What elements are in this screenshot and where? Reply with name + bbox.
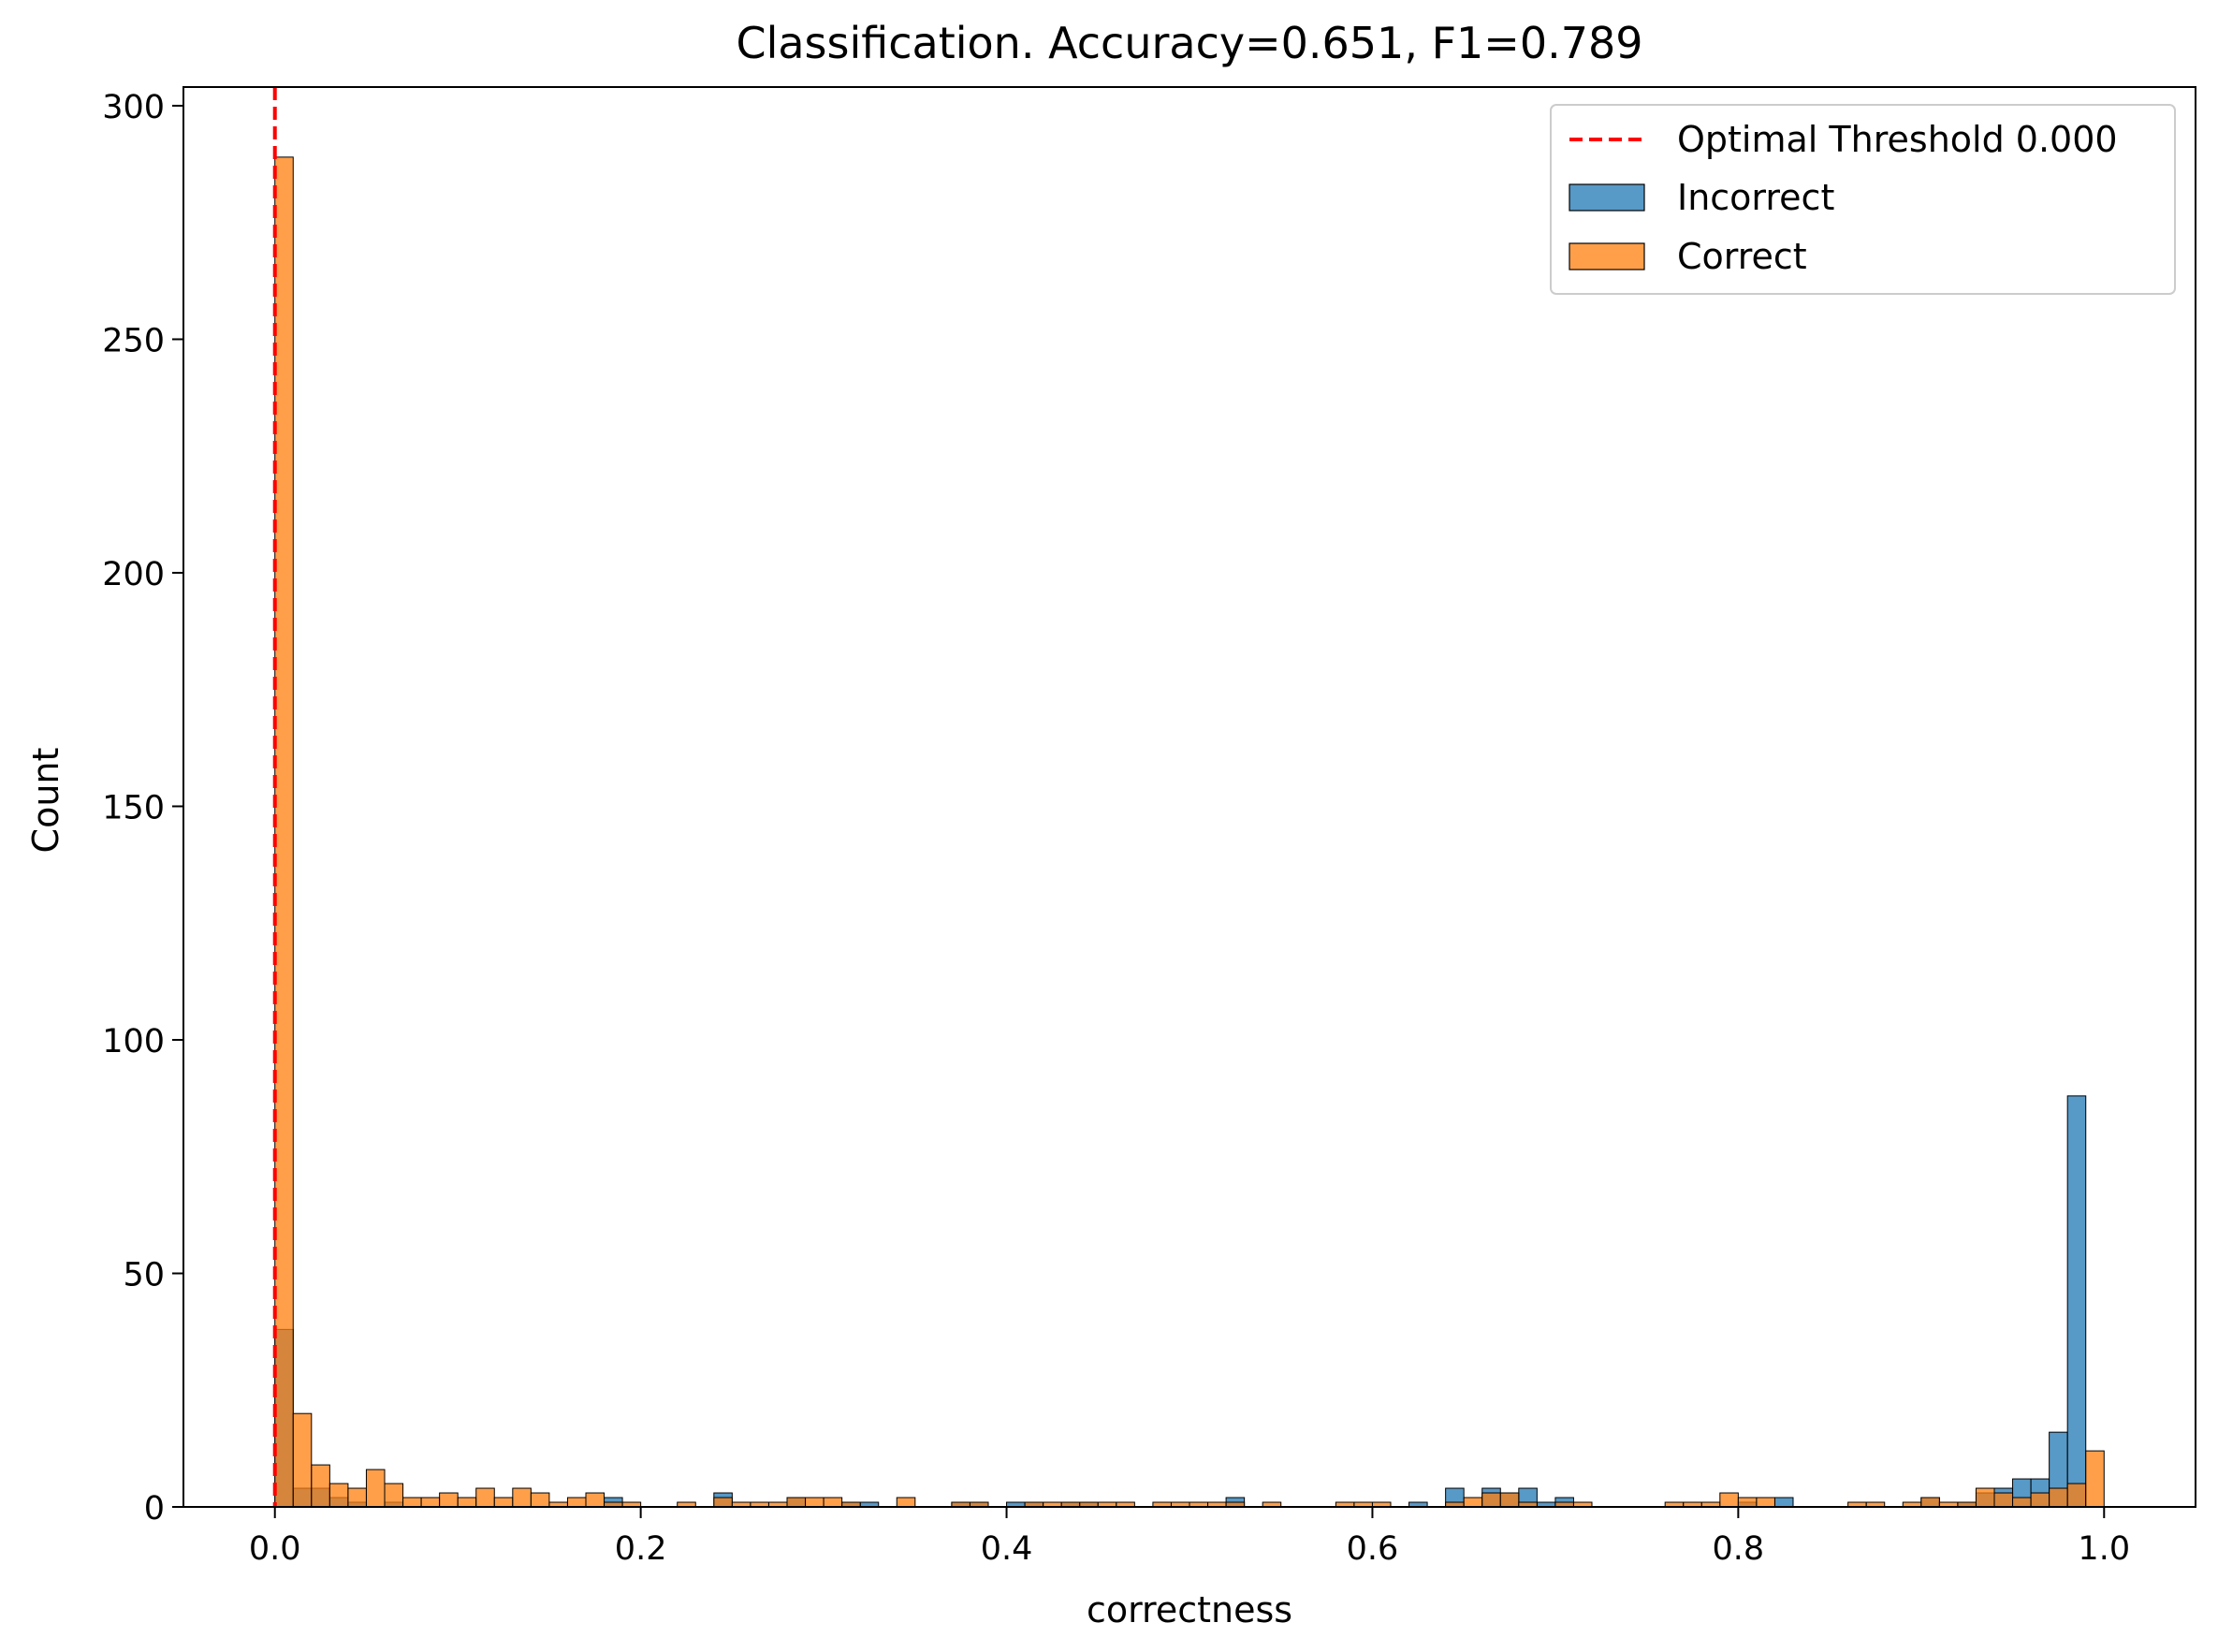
correct-bar <box>2049 1487 2068 1508</box>
correct-bar <box>566 1497 587 1508</box>
correct-bar <box>2066 1483 2087 1508</box>
correct-bar <box>475 1487 495 1508</box>
y-axis-label: Count <box>25 748 66 854</box>
y-tick-label: 50 <box>123 1256 165 1294</box>
correct-bar <box>1975 1487 1995 1508</box>
correct-bar <box>1737 1497 1758 1508</box>
chart-title: Classification. Accuracy=0.651, F1=0.789 <box>736 18 1642 68</box>
correct-bar <box>1481 1492 1501 1508</box>
correct-bar <box>585 1492 606 1508</box>
correct-bar <box>328 1483 349 1508</box>
correct-bar <box>439 1492 459 1508</box>
legend-incorrect-swatch <box>1569 183 1645 212</box>
correct-bar <box>457 1497 477 1508</box>
correct-bar <box>1719 1492 1739 1508</box>
correct-bars <box>274 156 2105 1508</box>
legend-incorrect-label: Incorrect <box>1677 177 1834 218</box>
correct-bar <box>1463 1497 1483 1508</box>
x-tick-label: 1.0 <box>2078 1530 2130 1568</box>
correct-bar <box>896 1497 916 1508</box>
y-tick-label: 0 <box>144 1490 165 1528</box>
y-tick-label: 300 <box>102 89 165 126</box>
y-axis: 0 50 100 150 200 250 300 <box>102 89 183 1528</box>
x-tick-label: 0.2 <box>615 1530 667 1568</box>
y-tick-label: 150 <box>102 789 165 826</box>
legend-box <box>1550 104 2176 295</box>
correct-bar <box>311 1464 330 1508</box>
incorrect-bar <box>2066 1095 2087 1508</box>
correct-bar <box>347 1487 367 1508</box>
correct-bar <box>2085 1450 2105 1508</box>
correct-bar <box>1993 1492 2014 1508</box>
correct-bar <box>530 1492 550 1508</box>
correct-bar <box>420 1497 441 1508</box>
x-tick-label: 0.4 <box>981 1530 1033 1568</box>
x-tick-label: 0.6 <box>1347 1530 1399 1568</box>
x-tick-label: 0.0 <box>249 1530 301 1568</box>
legend-threshold-label: Optimal Threshold 0.000 <box>1677 119 2118 160</box>
correct-bar <box>1756 1497 1775 1508</box>
correct-bar <box>493 1497 514 1508</box>
y-tick-label: 100 <box>102 1023 165 1060</box>
plot-area <box>272 87 2105 1508</box>
correct-bar <box>713 1497 733 1508</box>
correct-bar <box>786 1497 807 1508</box>
correct-bar <box>805 1497 824 1508</box>
correct-bar <box>365 1469 386 1508</box>
correct-bar <box>512 1487 532 1508</box>
legend-correct-swatch <box>1569 242 1645 270</box>
correct-bar <box>274 156 294 1508</box>
y-tick-label: 200 <box>102 556 165 593</box>
correct-bar <box>1920 1497 1940 1508</box>
correct-bar <box>292 1412 313 1508</box>
legend: Optimal Threshold 0.000 Incorrect Correc… <box>1550 104 2176 295</box>
x-tick-label: 0.8 <box>1713 1530 1765 1568</box>
correct-bar <box>402 1497 422 1508</box>
correct-bar <box>2012 1497 2032 1508</box>
y-tick-label: 250 <box>102 322 165 359</box>
correct-bar <box>1499 1492 1520 1508</box>
x-axis: 0.0 0.2 0.4 0.6 0.8 1.0 <box>249 1507 2130 1568</box>
legend-correct-label: Correct <box>1677 236 1807 277</box>
correct-bar <box>384 1483 404 1508</box>
x-axis-label: correctness <box>1087 1589 1292 1630</box>
correct-bar <box>2030 1492 2050 1508</box>
axes-frame <box>182 86 2196 1508</box>
correct-bar <box>823 1497 843 1508</box>
incorrect-bar <box>1773 1497 1794 1508</box>
